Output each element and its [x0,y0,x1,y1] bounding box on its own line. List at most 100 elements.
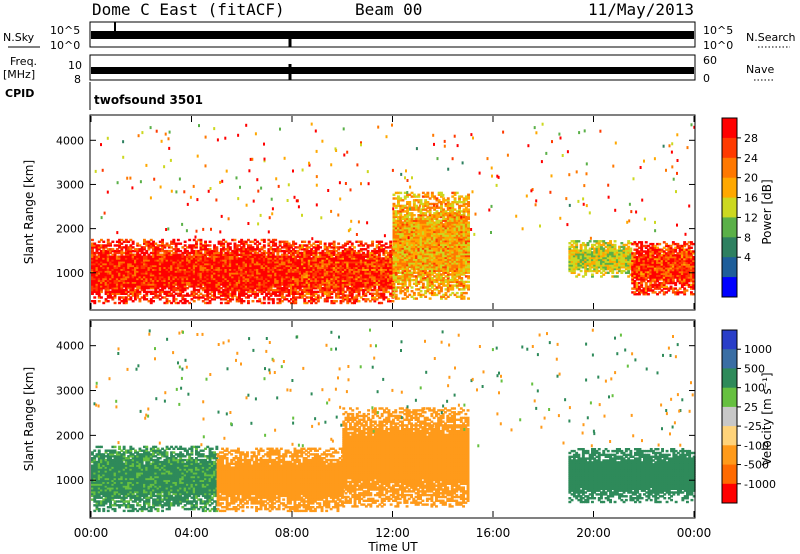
echo-cell [312,266,316,269]
echo-cell [274,283,278,286]
echo-cell [106,251,110,255]
echo-cell [285,287,289,290]
echo-cell [287,266,291,269]
echo-cell [310,283,313,286]
echo-cell [265,268,268,271]
echo-cell [224,294,228,297]
echo-cell [91,264,94,268]
echo-cell [389,242,393,245]
echo-cell [240,274,244,277]
echo-cell [161,244,164,247]
echo-cell [249,285,253,288]
echo-cell [95,292,99,295]
echo-cell [290,270,293,273]
echo-cell [208,275,212,279]
echo-cell [129,266,133,269]
echo-cell [127,279,131,282]
echo-cell [176,275,180,279]
echo-cell [231,292,235,295]
echo-cell [163,255,167,258]
echo-cell [392,288,396,291]
echo-cell [176,279,180,282]
echo-cell [97,266,101,269]
echo-cell [296,296,300,299]
echo-cell [124,248,128,251]
echo-cell [104,268,108,271]
echo-cell [296,268,300,271]
echo-cell [271,298,275,301]
echo-cell [366,290,370,294]
echo-cell [106,274,110,277]
echo-cell [161,246,164,249]
echo-cell [158,249,162,253]
echo-cell [140,246,144,249]
echo-cell [213,277,216,281]
echo-cell [188,238,192,242]
echo-cell [97,283,101,286]
echo-cell [265,257,268,260]
echo-cell [344,290,347,294]
echo-cell [316,277,320,281]
echo-cell [228,300,232,303]
echo-cell [375,268,379,271]
echo-cell [172,270,176,273]
echo-cell [294,277,298,281]
echo-cell [186,251,189,255]
echo-cell [371,285,374,288]
echo-cell [335,272,338,275]
echo-cell [389,277,393,281]
echo-cell [392,258,396,261]
echo-cell [292,296,295,299]
echo-cell [346,248,350,251]
echo-cell [375,292,379,295]
echo-cell [118,251,121,255]
echo-cell [228,251,232,255]
echo-cell [206,266,210,269]
echo-cell [219,279,223,282]
echo-cell [131,279,135,282]
echo-cell [269,251,273,255]
echo-cell [294,275,298,279]
echo-cell [307,255,311,258]
echo-cell [276,279,280,282]
echo-cell [314,257,318,260]
echo-cell [312,274,316,277]
echo-cell [267,301,271,305]
echo-cell [104,285,108,288]
echo-cell [91,244,94,247]
echo-cell [253,296,257,299]
echo-cell [102,266,106,269]
echo-cell [226,259,230,262]
echo-cell [206,274,210,277]
echo-cell [380,283,384,286]
echo-cell [330,255,334,258]
echo-cell [350,279,354,282]
echo-cell [380,268,384,271]
echo-cell [287,272,291,275]
echo-cell [301,292,304,295]
echo-cell [316,262,320,266]
echo-cell [233,261,237,264]
echo-cell [106,294,110,297]
echo-cell [118,290,121,294]
echo-cell [170,257,173,260]
echo-cell [156,274,160,277]
echo-cell [373,274,377,277]
echo-cell [213,266,216,269]
echo-cell [364,242,368,245]
echo-cell [301,272,304,275]
echo-cell [161,279,164,282]
echo-cell [314,301,318,305]
echo-cell [176,266,180,269]
echo-cell [176,249,180,253]
echo-cell [156,290,160,294]
echo-cell [262,238,266,242]
echo-cell [278,290,282,294]
echo-cell [129,268,133,271]
echo-cell [158,281,162,284]
echo-cell [323,251,327,255]
echo-cell [316,300,320,303]
echo-cell [392,210,396,213]
echo-cell [219,270,223,273]
echo-cell [325,277,329,281]
